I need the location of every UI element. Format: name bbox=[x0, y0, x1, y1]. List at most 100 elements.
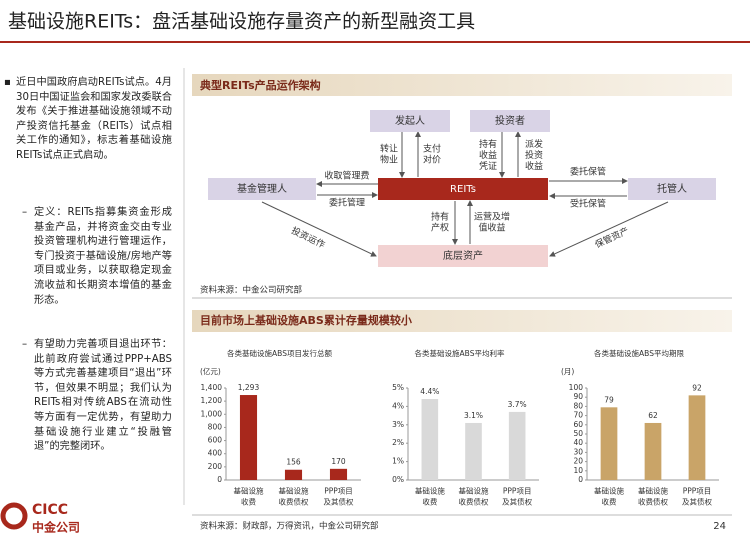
edge-label: 收取管理费 bbox=[324, 170, 369, 182]
node-box bbox=[370, 110, 450, 132]
y-tick-label: 1,400 bbox=[201, 383, 223, 392]
edge-label: 转让物业 bbox=[380, 142, 398, 165]
bar bbox=[688, 395, 706, 480]
bullet: – 定义：REITs指募集资金形成基金产品，并将资金交由专业投资管理机构进行管理运… bbox=[22, 207, 172, 306]
y-tick-label: 30 bbox=[573, 447, 583, 456]
edge-label: 运营及增值收益 bbox=[474, 210, 510, 233]
charts-title: 目前市场上基础设施ABS累计存量规模较小 bbox=[200, 313, 412, 327]
y-tick-label: 0% bbox=[392, 475, 404, 484]
value-label: 3.1% bbox=[464, 411, 483, 420]
node-label: 基金管理人 bbox=[237, 182, 287, 195]
source: 资料来源：财政部，万得资讯，中金公司研究部 bbox=[200, 521, 379, 532]
bar bbox=[284, 469, 303, 480]
diagram bbox=[261, 131, 669, 257]
bullet: – 有望助力完善项目退出环节：此前政府尝试通过PPP+ABS等方式完善基建项目“退… bbox=[22, 339, 172, 453]
x-tick-label: PPP项目及其债权 bbox=[324, 487, 354, 507]
bar bbox=[508, 411, 526, 480]
logo-mark bbox=[0, 502, 28, 530]
edge-label: 委托管理 bbox=[329, 197, 365, 209]
y-tick-label: 3% bbox=[392, 420, 404, 429]
y-tick-label: 40 bbox=[573, 438, 583, 447]
node-label: 托管人 bbox=[657, 182, 687, 195]
bar bbox=[600, 407, 618, 480]
logo-cn: 中金公司 bbox=[32, 520, 80, 535]
edge-label: 持有收益凭证 bbox=[479, 138, 497, 172]
node-label: 发起人 bbox=[395, 114, 425, 127]
node-label: 底层资产 bbox=[443, 249, 483, 262]
slide-title: 基础设施REITs：盘活基础设施存量资产的新型融资工具 bbox=[8, 11, 475, 33]
y-tick-label: 5% bbox=[392, 383, 404, 392]
edge-label: 投资运作 bbox=[289, 224, 327, 251]
y-tick-label: 1% bbox=[392, 457, 404, 466]
arrow bbox=[549, 201, 669, 257]
node-box bbox=[470, 110, 550, 132]
bar bbox=[421, 399, 439, 480]
edge-label: 派发投资收益 bbox=[525, 138, 543, 172]
edge-label: 保管资产 bbox=[593, 224, 631, 250]
y-tick-label: 70 bbox=[573, 411, 583, 420]
bullet-text: 有望助力完善项目退出环节：此前政府尝试通过PPP+ABS等方式完善基建项目“退出… bbox=[34, 339, 172, 453]
chart-title: 各类基础设施ABS平均期限 bbox=[594, 348, 684, 358]
y-tick-label: 1,200 bbox=[201, 396, 223, 405]
y-tick-label: 200 bbox=[208, 462, 223, 471]
y-tick-label: 100 bbox=[569, 383, 584, 392]
y-tick-label: 0 bbox=[578, 475, 583, 484]
y-tick-label: 800 bbox=[208, 422, 223, 431]
x-tick-label: 基础设施收费 bbox=[594, 486, 624, 507]
y-tick-label: 600 bbox=[208, 436, 223, 445]
value-label: 79 bbox=[604, 395, 614, 404]
edge-label: 持有产权 bbox=[431, 210, 449, 233]
y-tick-label: 20 bbox=[573, 457, 583, 466]
bullet: ▪ 近日中国政府启动REITs试点。4月30日中国证监会和国家发改委联合发布《关于… bbox=[4, 77, 172, 161]
node-box bbox=[628, 178, 716, 200]
y-tick-label: 400 bbox=[208, 449, 223, 458]
value-label: 4.4% bbox=[420, 387, 439, 396]
y-axis-label: (月) bbox=[561, 367, 574, 376]
page-number: 24 bbox=[713, 521, 726, 532]
bar bbox=[239, 395, 258, 480]
x-tick-label: 基础设施收费债权 bbox=[638, 486, 668, 507]
chart-title: 各类基础设施ABS平均利率 bbox=[415, 348, 505, 358]
edge-label: 委托保管 bbox=[570, 166, 606, 178]
node-box bbox=[378, 178, 548, 200]
section-header bbox=[192, 310, 732, 332]
chart-title: 各类基础设施ABS项目发行总额 bbox=[227, 348, 332, 358]
bar bbox=[329, 468, 348, 480]
x-tick-label: 基础设施收费 bbox=[234, 486, 264, 507]
bullet-text: 定义：REITs指募集资金形成基金产品，并将资金交由专业投资管理机构进行管理运作… bbox=[34, 207, 172, 306]
bar bbox=[465, 422, 482, 480]
y-tick-label: 0 bbox=[217, 475, 222, 484]
x-tick-label: 基础设施收费债权 bbox=[279, 486, 309, 507]
source: 资料来源：中金公司研究部 bbox=[200, 285, 303, 296]
y-tick-label: 90 bbox=[573, 392, 583, 401]
diagram-title: 典型REITs产品运作架构 bbox=[200, 78, 321, 92]
y-tick-label: 80 bbox=[573, 401, 583, 410]
y-axis-label: (亿元) bbox=[200, 366, 221, 376]
y-tick-label: 50 bbox=[573, 429, 583, 438]
node-label: 投资者 bbox=[495, 114, 525, 127]
edge-label: 支付对价 bbox=[423, 142, 441, 165]
y-tick-label: 10 bbox=[573, 466, 583, 475]
y-tick-label: 1,000 bbox=[201, 409, 223, 418]
value-label: 92 bbox=[692, 383, 702, 392]
logo: CICC bbox=[32, 502, 68, 518]
bullet-text: 近日中国政府启动REITs试点。4月30日中国证监会和国家发改委联合发布《关于推… bbox=[16, 77, 172, 161]
value-label: 1,293 bbox=[238, 383, 260, 392]
arrow bbox=[261, 201, 377, 257]
node-box bbox=[378, 245, 548, 267]
y-tick-label: 4% bbox=[392, 401, 404, 410]
x-tick-label: PPP项目及其债权 bbox=[502, 487, 532, 507]
bar bbox=[644, 422, 662, 480]
y-tick-label: 2% bbox=[392, 438, 404, 447]
edge-label: 受托保管 bbox=[570, 198, 606, 210]
x-tick-label: 基础设施收费 bbox=[415, 486, 445, 507]
section-header bbox=[192, 74, 732, 96]
node-box bbox=[208, 178, 316, 200]
y-tick-label: 60 bbox=[573, 420, 583, 429]
value-label: 170 bbox=[331, 457, 346, 466]
x-tick-label: 基础设施收费债权 bbox=[459, 486, 489, 507]
value-label: 62 bbox=[648, 411, 658, 420]
value-label: 3.7% bbox=[508, 400, 527, 409]
